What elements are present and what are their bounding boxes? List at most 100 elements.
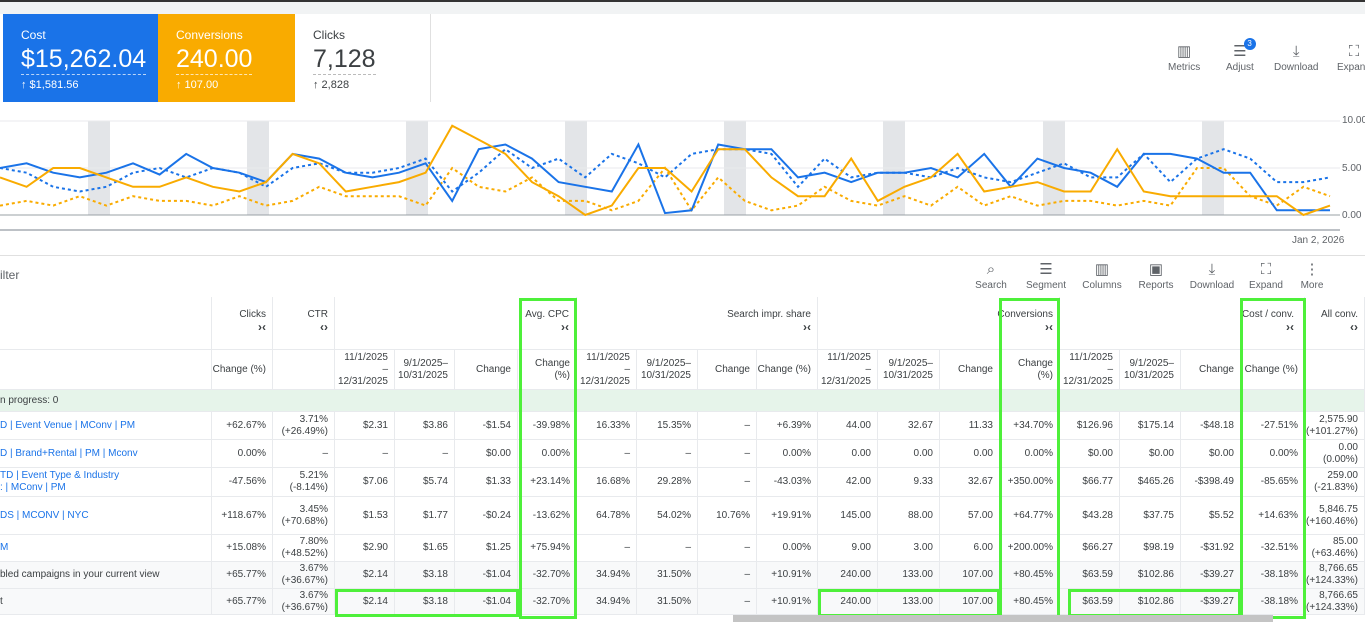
table-cell: $5.74 [395, 468, 455, 497]
table-cell: – [637, 440, 698, 468]
column-header[interactable]: Conversions ›‹ [818, 297, 1060, 350]
progress-row: n progress: 0 [0, 390, 1365, 412]
scorecard-conversions[interactable]: Conversions 240.00 ↑ 107.00 [158, 14, 295, 102]
column-subheader[interactable]: 11/1/2025 – 12/31/2025 [335, 350, 395, 390]
table-cell: -$1.04 [455, 562, 518, 589]
horizontal-scrollbar[interactable] [733, 615, 1273, 622]
column-subheader[interactable]: Change (%) [518, 350, 577, 390]
column-subheader[interactable]: 9/1/2025– 10/31/2025 [1120, 350, 1181, 390]
column-subheader[interactable]: 9/1/2025– 10/31/2025 [395, 350, 455, 390]
table-cell: 32.67 [940, 468, 1000, 497]
download-label: Download [1274, 62, 1319, 73]
collapse-toggle-icon[interactable]: ›‹ [258, 320, 266, 334]
column-header[interactable]: Search impr. share ›‹ [577, 297, 818, 350]
scorecard-clicks[interactable]: Clicks 7,128 ↑ 2,828 [295, 14, 431, 102]
column-subheader[interactable]: 11/1/2025 – 12/31/2025 [577, 350, 637, 390]
column-subheader[interactable]: Change [1181, 350, 1241, 390]
table-cell: +65.77% [212, 562, 273, 589]
column-subheader[interactable]: Change (%) [1241, 350, 1305, 390]
table-download-button[interactable]: ⤓ Download [1190, 260, 1234, 291]
table-cell: $43.28 [1060, 497, 1120, 535]
chart-download-button[interactable]: ⤓ Download [1274, 42, 1318, 73]
column-subheader[interactable]: 11/1/2025 – 12/31/2025 [818, 350, 878, 390]
scorecard-cost[interactable]: Cost $15,262.04 ↑ $1,581.56 [3, 14, 158, 102]
expand-label: Expand [1249, 280, 1283, 291]
campaign-name-link[interactable]: M [0, 535, 212, 562]
table-cell: $5.52 [1181, 497, 1241, 535]
table-reports-button[interactable]: ▣ Reports [1138, 260, 1174, 291]
table-cell: – [395, 440, 455, 468]
chart-add-icon: ▥ [1177, 43, 1192, 60]
column-header[interactable]: CTR ‹› [273, 297, 335, 350]
collapse-toggle-icon[interactable]: ›‹ [1286, 320, 1294, 334]
column-subheader[interactable]: 11/1/2025 – 12/31/2025 [1060, 350, 1120, 390]
campaign-name-link[interactable]: DS | MCONV | NYC [0, 497, 212, 535]
table-more-button[interactable]: ⋮ More [1294, 260, 1330, 291]
column-subheader[interactable]: Change (%) [1000, 350, 1060, 390]
table-cell: $66.27 [1060, 535, 1120, 562]
column-header[interactable]: Cost / conv. ›‹ [1060, 297, 1305, 350]
scorecard-label: Conversions [176, 28, 243, 42]
column-subheader[interactable]: Change (%) [212, 350, 273, 390]
column-header[interactable]: All conv. ‹› [1305, 297, 1365, 350]
table-cell: – [335, 440, 395, 468]
column-subheader[interactable] [1305, 350, 1365, 390]
collapse-toggle-icon[interactable]: ›‹ [1045, 320, 1053, 334]
adjust-button[interactable]: ☰ 3 Adjust [1226, 38, 1256, 73]
metrics-button[interactable]: ▥ Metrics [1168, 42, 1200, 73]
column-subheader[interactable]: 9/1/2025– 10/31/2025 [878, 350, 940, 390]
table-cell: -$1.54 [455, 412, 518, 440]
table-cell: $66.77 [1060, 468, 1120, 497]
chart-expand-button[interactable]: ⛶ Expand [1337, 42, 1365, 73]
table-cell: 3.45% (+70.68%) [273, 497, 335, 535]
table-cell: +10.91% [757, 562, 818, 589]
table-cell: -38.18% [1241, 562, 1305, 589]
name-column-header[interactable] [0, 297, 212, 350]
collapse-toggle-icon[interactable]: ‹› [1350, 320, 1358, 334]
table-cell: +6.39% [757, 412, 818, 440]
adjust-badge: 3 [1243, 38, 1256, 50]
table-cell: -$31.92 [1181, 535, 1241, 562]
table-columns-button[interactable]: ▥ Columns [1082, 260, 1121, 291]
table-cell: $2.14 [335, 562, 395, 589]
table-cell: 5,846.75 (+160.46%) [1305, 497, 1365, 535]
column-subheader[interactable]: Change [940, 350, 1000, 390]
table-cell: 6.00 [940, 535, 1000, 562]
table-cell: $7.06 [335, 468, 395, 497]
campaign-name-link[interactable]: D | Event Venue | MConv | PM [0, 412, 212, 440]
filter-label[interactable]: ilter [0, 268, 20, 282]
column-subheader[interactable] [273, 350, 335, 390]
table-cell: 107.00 [940, 562, 1000, 589]
table-cell: -32.51% [1241, 535, 1305, 562]
table-cell: $1.65 [395, 535, 455, 562]
table-search-button[interactable]: ⌕ Search [973, 260, 1009, 291]
table-expand-button[interactable]: ⛶ Expand [1248, 260, 1284, 291]
column-header-label: Cost / conv. [1241, 309, 1294, 320]
table-cell: 57.00 [940, 497, 1000, 535]
table-cell: $1.77 [395, 497, 455, 535]
column-subheader[interactable]: Change (%) [757, 350, 818, 390]
scorecard-label: Clicks [313, 28, 345, 42]
column-subheader[interactable]: Change [455, 350, 518, 390]
table-cell: 88.00 [878, 497, 940, 535]
collapse-toggle-icon[interactable]: ‹› [320, 320, 328, 334]
collapse-toggle-icon[interactable]: ›‹ [803, 320, 811, 334]
table-cell: +14.63% [1241, 497, 1305, 535]
collapse-toggle-icon[interactable]: ›‹ [561, 320, 569, 334]
table-cell: 34.94% [577, 562, 637, 589]
column-subheader[interactable]: 9/1/2025– 10/31/2025 [637, 350, 698, 390]
table-cell: +19.91% [757, 497, 818, 535]
column-header-label: Conversions [997, 309, 1053, 320]
table-cell: 15.35% [637, 412, 698, 440]
table-cell: $98.19 [1120, 535, 1181, 562]
column-header[interactable]: Avg. CPC ›‹ [335, 297, 577, 350]
table-segment-button[interactable]: ☰ Segment [1026, 260, 1066, 291]
table-cell: 3.67% (+36.67%) [273, 562, 335, 589]
campaign-name-link[interactable]: D | Brand+Rental | PM | Mconv [0, 440, 212, 468]
table-cell: $3.18 [395, 589, 455, 615]
table-cell: $126.96 [1060, 412, 1120, 440]
campaign-name-link[interactable]: TD | Event Type & Industry : | MConv | P… [0, 468, 212, 497]
column-header-label: CTR [307, 309, 328, 320]
column-header[interactable]: Clicks ›‹ [212, 297, 273, 350]
column-subheader[interactable]: Change [698, 350, 757, 390]
